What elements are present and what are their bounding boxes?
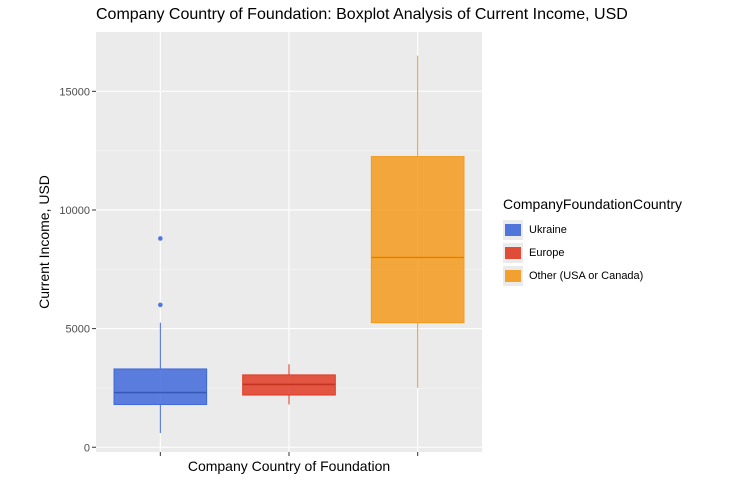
legend-key <box>503 219 523 240</box>
outlier-point <box>158 236 163 241</box>
legend-label: Europe <box>529 246 565 259</box>
legend-key <box>503 265 523 286</box>
legend-label: Ukraine <box>529 223 567 236</box>
legend-item: Ukraine <box>503 218 682 241</box>
outlier-point <box>158 302 163 308</box>
legend-swatch <box>505 246 521 259</box>
legend-item: Other (USA or Canada) <box>503 264 682 287</box>
y-tick-label: 10000 <box>59 205 90 217</box>
legend-item: Europe <box>503 241 682 264</box>
y-tick-label: 15000 <box>59 86 90 98</box>
legend-swatch <box>505 269 521 282</box>
y-tick-label: 0 <box>84 442 90 454</box>
legend-swatch <box>505 223 521 236</box>
y-axis-title: Current Income, USD <box>36 175 52 309</box>
y-tick-label: 5000 <box>66 324 90 336</box>
legend-key <box>503 242 523 263</box>
box-body <box>113 368 208 406</box>
box-other-usa-or-canada <box>370 55 465 388</box>
legend: CompanyFoundationCountry Ukraine Europe Ot… <box>503 196 682 287</box>
box-europe <box>242 364 336 405</box>
legend-title: CompanyFoundationCountry <box>503 196 682 212</box>
x-axis-title: Company Country of Foundation <box>188 458 390 474</box>
legend-label: Other (USA or Canada) <box>529 269 644 282</box>
chart-title: Company Country of Foundation: Boxplot A… <box>96 6 628 23</box>
box-ukraine <box>113 236 208 434</box>
box-body <box>370 156 465 324</box>
